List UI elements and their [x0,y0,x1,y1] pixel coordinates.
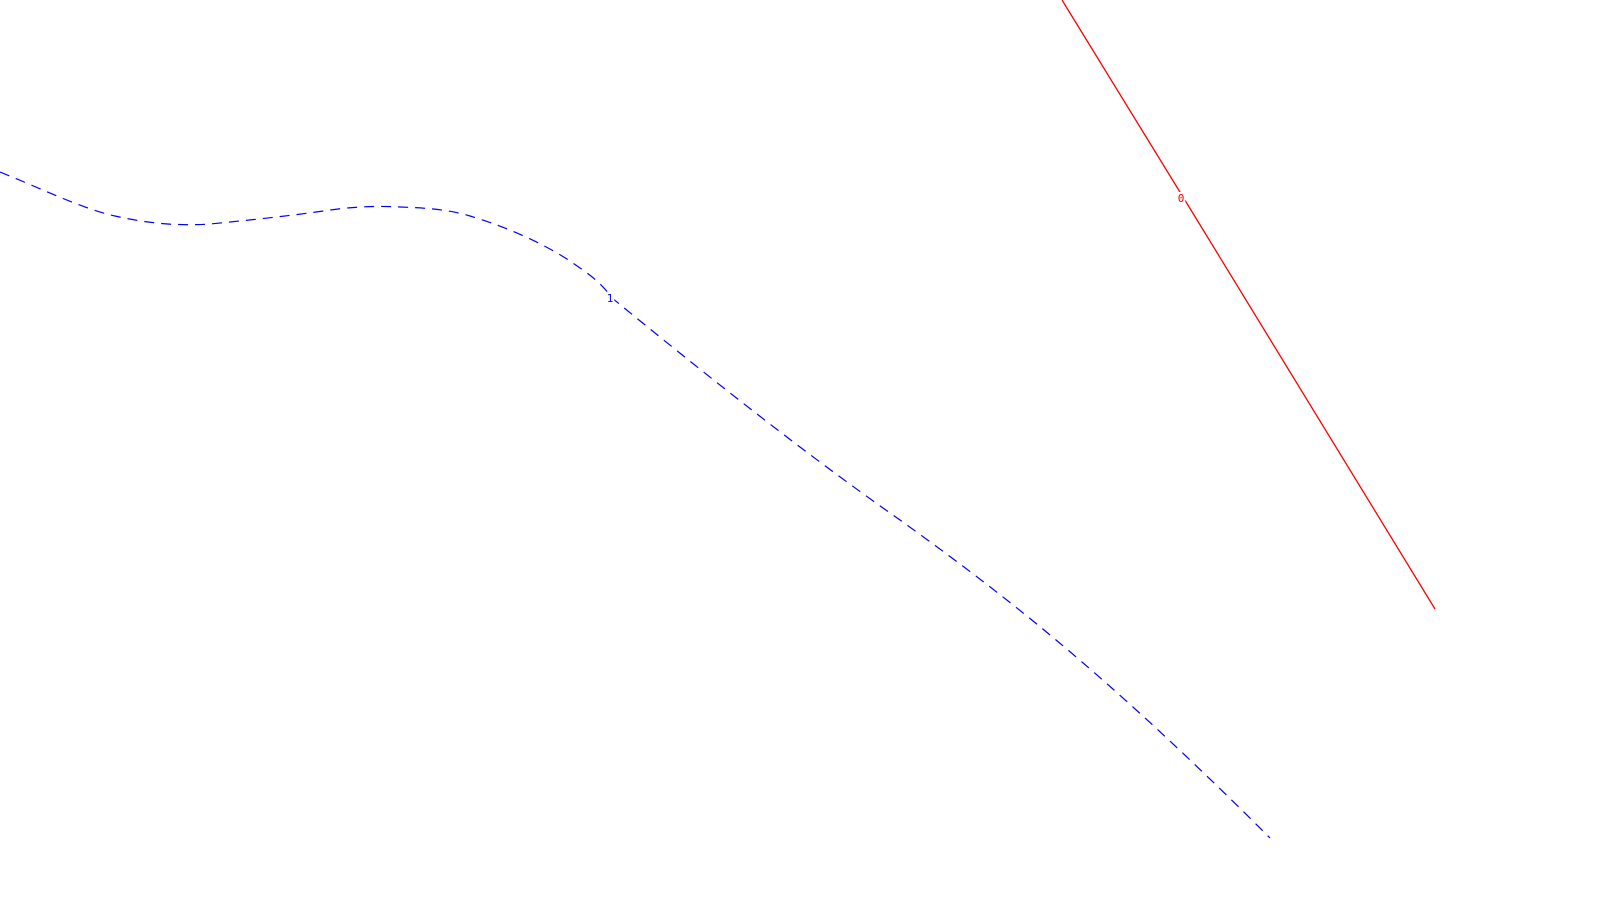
line1-label-backdrop [605,292,615,305]
line-1-group: 1 [0,171,1271,839]
line-0-group: 0 [1061,0,1436,610]
line-1-label: 1 [607,292,614,305]
line0-label-backdrop [1176,192,1186,205]
line-0-label: 0 [1178,192,1185,205]
line-1-path [0,171,1271,839]
